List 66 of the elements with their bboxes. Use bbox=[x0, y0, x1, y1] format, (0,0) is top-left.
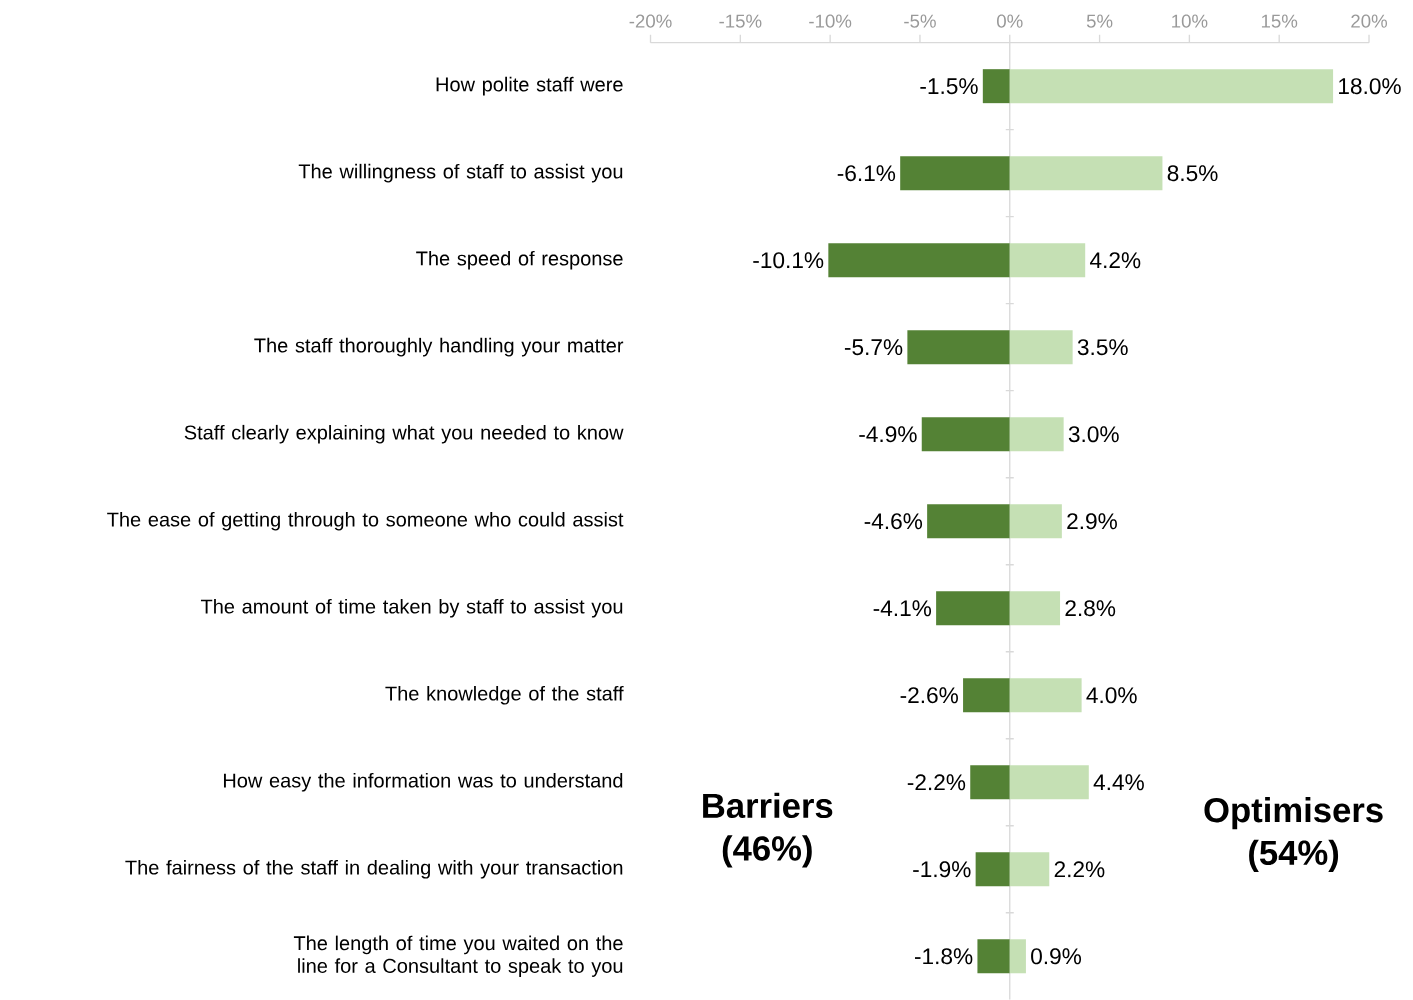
x-tick-label: 20% bbox=[1351, 14, 1388, 28]
x-tick-label: -20% bbox=[629, 14, 672, 28]
data-label: -2.6% bbox=[900, 687, 958, 704]
bar bbox=[982, 69, 1010, 104]
data-label: 4.0% bbox=[1086, 687, 1137, 704]
bar bbox=[1009, 765, 1089, 800]
data-label: 3.5% bbox=[1077, 339, 1128, 356]
data-label: 0.9% bbox=[1031, 948, 1082, 965]
bar bbox=[1009, 69, 1334, 104]
bar bbox=[1009, 243, 1086, 278]
bar bbox=[927, 504, 1010, 539]
data-label: -10.1% bbox=[753, 252, 824, 269]
x-tick-label: 10% bbox=[1172, 14, 1208, 28]
y-tick-label: The staff thoroughly handling your matter bbox=[254, 337, 624, 357]
data-label: 4.2% bbox=[1089, 252, 1141, 269]
annotation: Barriers (46%) bbox=[703, 792, 833, 868]
bar bbox=[1009, 591, 1061, 626]
data-label: -4.1% bbox=[873, 600, 932, 617]
bar bbox=[936, 591, 1010, 626]
bar bbox=[1009, 330, 1073, 365]
bar bbox=[977, 939, 1010, 974]
bar bbox=[970, 765, 1010, 800]
data-label: 2.2% bbox=[1054, 861, 1105, 878]
bar bbox=[900, 156, 1010, 191]
bar bbox=[1009, 156, 1163, 191]
y-tick-label: Staff clearly explaining what you needed to know bbox=[184, 425, 624, 444]
data-label: -1.8% bbox=[914, 948, 973, 965]
x-tick-label: -5% bbox=[904, 14, 936, 28]
y-tick-label: How easy the information was to understand bbox=[223, 773, 623, 792]
data-label: 4.4% bbox=[1093, 774, 1144, 791]
data-label: -6.1% bbox=[837, 165, 896, 182]
bar bbox=[975, 852, 1010, 887]
bar bbox=[921, 417, 1010, 452]
y-tick-label: How polite staff were bbox=[436, 76, 623, 96]
bar bbox=[1009, 417, 1064, 452]
data-label: -1.5% bbox=[920, 78, 978, 95]
bar bbox=[1009, 678, 1082, 713]
bar bbox=[1009, 939, 1026, 974]
x-tick-label: 15% bbox=[1261, 14, 1298, 28]
data-label: -2.2% bbox=[907, 774, 966, 791]
x-tick-label: 0% bbox=[997, 14, 1023, 28]
data-label: 2.9% bbox=[1067, 513, 1117, 530]
x-tick-label: 5% bbox=[1086, 14, 1113, 28]
x-tick-label: -10% bbox=[809, 14, 852, 28]
data-label: -5.7% bbox=[844, 339, 903, 356]
annotation: Optimisers (54%) bbox=[1204, 797, 1383, 873]
y-tick-label: The willingness of staff to assist you bbox=[298, 163, 623, 183]
bar bbox=[1009, 504, 1062, 539]
data-label: -4.6% bbox=[864, 513, 923, 530]
bar bbox=[963, 678, 1010, 713]
data-label: 8.5% bbox=[1167, 165, 1218, 182]
x-tick-label: -15% bbox=[719, 14, 762, 28]
data-label: -1.9% bbox=[913, 861, 971, 878]
y-tick-label: The length of time you waited on the line for a Consultant to speak to you bbox=[293, 935, 623, 978]
data-label: 2.8% bbox=[1065, 600, 1116, 617]
y-tick-label: The amount of time taken by staff to assist you bbox=[200, 599, 623, 618]
y-tick-label: The speed of response bbox=[416, 250, 623, 270]
y-tick-label: The ease of getting through to someone who could assist bbox=[107, 512, 624, 531]
bar bbox=[1009, 852, 1050, 887]
bar bbox=[907, 330, 1010, 365]
data-label: -4.9% bbox=[859, 426, 917, 443]
data-label: 3.0% bbox=[1068, 426, 1119, 443]
y-tick-label: The knowledge of the staff bbox=[385, 686, 624, 705]
bar bbox=[828, 243, 1010, 278]
data-label: 18.0% bbox=[1339, 78, 1401, 95]
y-tick-label: The fairness of the staff in dealing with your transaction bbox=[125, 860, 623, 879]
